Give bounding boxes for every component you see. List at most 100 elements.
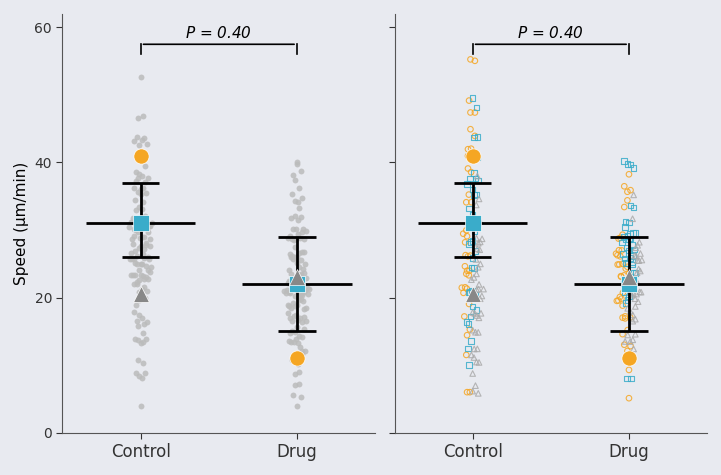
Point — [610, 250, 622, 257]
Point — [462, 152, 474, 160]
Point — [296, 194, 307, 202]
Point — [130, 177, 141, 184]
Point — [141, 189, 152, 197]
Point — [136, 172, 148, 180]
Point — [286, 282, 298, 289]
Point — [469, 382, 481, 390]
Point — [298, 248, 310, 256]
Point — [302, 290, 314, 297]
Point — [137, 251, 149, 258]
Point — [292, 316, 304, 323]
Point — [289, 328, 301, 336]
Point — [288, 171, 299, 179]
Point — [131, 301, 142, 309]
Point — [282, 286, 293, 294]
Point — [623, 247, 634, 254]
Point — [477, 235, 488, 243]
Point — [136, 260, 148, 267]
Point — [286, 304, 297, 312]
Point — [284, 314, 296, 321]
Point — [619, 288, 630, 296]
Point — [128, 271, 139, 279]
Point — [136, 136, 148, 143]
Point — [467, 309, 479, 316]
Point — [291, 280, 303, 288]
Point — [131, 133, 143, 141]
Point — [622, 304, 634, 312]
Point — [133, 296, 145, 304]
Point — [131, 280, 143, 288]
Point — [472, 345, 483, 352]
Point — [468, 354, 479, 361]
Point — [613, 247, 624, 254]
Point — [131, 278, 143, 285]
Point — [291, 259, 303, 266]
Point — [468, 215, 479, 222]
Point — [469, 169, 480, 177]
Point — [616, 295, 627, 303]
Point — [301, 275, 312, 282]
Point — [621, 375, 632, 382]
Point — [291, 158, 303, 165]
Point — [287, 256, 298, 263]
Point — [625, 161, 637, 169]
Point — [289, 254, 301, 261]
Point — [138, 283, 150, 291]
Point — [466, 351, 477, 359]
Point — [468, 191, 479, 199]
Point — [611, 251, 623, 259]
Point — [298, 265, 309, 272]
Point — [461, 332, 473, 339]
Point — [299, 260, 311, 267]
Point — [131, 260, 143, 268]
Point — [288, 280, 299, 287]
Point — [472, 245, 483, 253]
Point — [472, 239, 484, 247]
Point — [628, 191, 640, 199]
Point — [627, 292, 638, 299]
Point — [135, 152, 146, 160]
Point — [467, 290, 479, 298]
Point — [624, 254, 636, 262]
Point — [466, 219, 477, 227]
Point — [474, 238, 486, 246]
Point — [625, 202, 637, 209]
Point — [465, 313, 477, 320]
Point — [296, 351, 307, 358]
Point — [291, 301, 303, 309]
Point — [466, 287, 477, 294]
Point — [131, 168, 142, 176]
Point — [465, 109, 477, 116]
Point — [461, 351, 472, 359]
Point — [465, 238, 477, 246]
Text: $P$ = 0.40: $P$ = 0.40 — [518, 25, 584, 41]
Point — [629, 246, 640, 253]
Point — [633, 257, 645, 265]
Point — [135, 219, 146, 227]
Point — [289, 176, 301, 183]
Point — [293, 184, 305, 191]
Point — [294, 314, 306, 322]
Point — [135, 261, 146, 268]
Point — [467, 95, 479, 102]
Point — [296, 291, 308, 299]
Point — [126, 235, 138, 243]
Point — [472, 153, 483, 161]
Point — [129, 196, 141, 204]
Point — [472, 177, 484, 184]
Point — [293, 296, 304, 304]
Point — [298, 235, 309, 243]
Point — [471, 221, 482, 228]
Point — [289, 276, 301, 283]
Point — [458, 289, 469, 296]
Point — [129, 271, 141, 279]
Point — [283, 337, 295, 344]
Point — [293, 264, 305, 271]
Point — [622, 331, 634, 339]
Point — [624, 307, 636, 315]
Point — [616, 260, 628, 267]
Point — [628, 345, 640, 353]
Point — [295, 213, 306, 221]
Point — [293, 332, 305, 340]
Point — [288, 313, 300, 320]
